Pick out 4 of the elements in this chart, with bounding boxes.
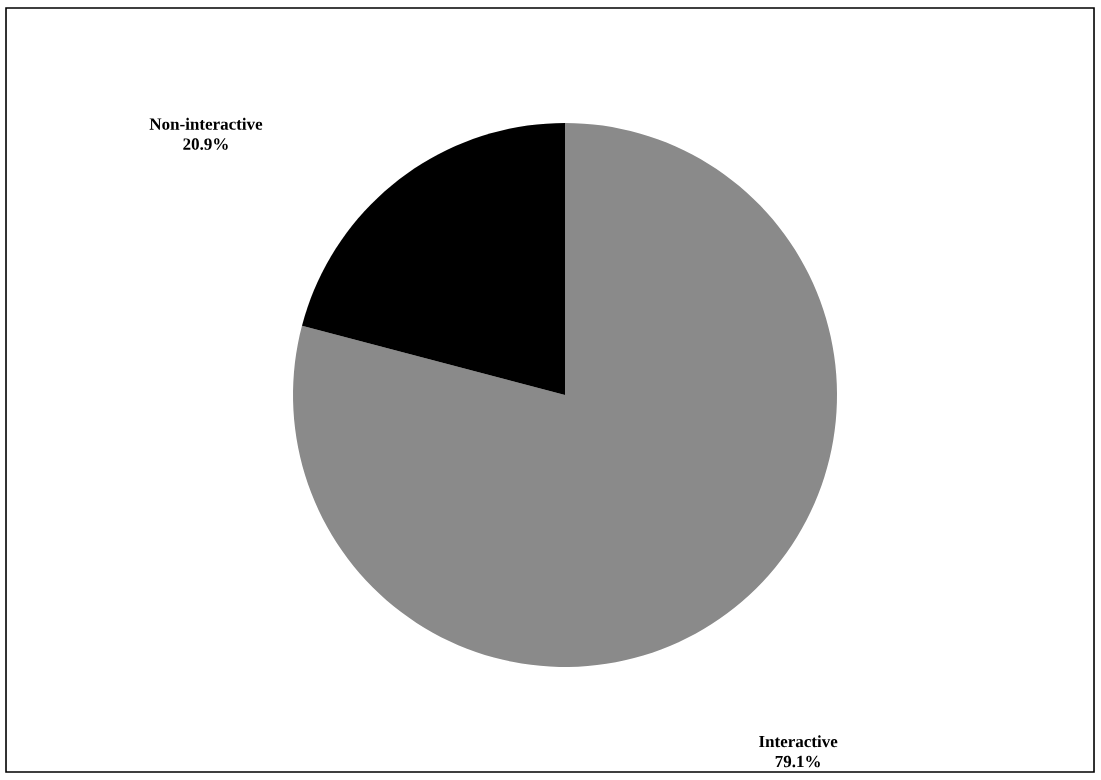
slice-label: Non-interactive: [149, 117, 263, 130]
data-label: 79.1%: [775, 755, 820, 768]
slice-label: Interactive: [759, 735, 838, 748]
data-label: 20.9%: [183, 138, 228, 150]
